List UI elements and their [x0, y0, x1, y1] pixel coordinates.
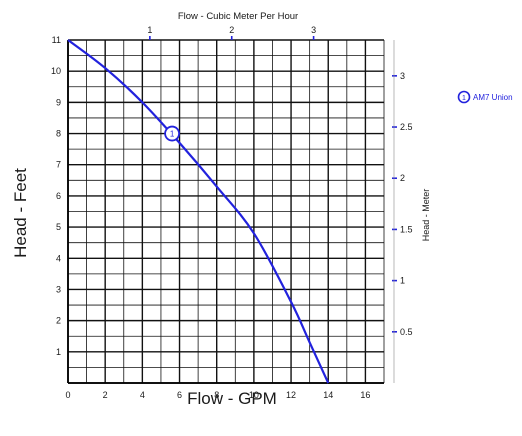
y-tick-label: 5 [56, 222, 61, 232]
legend-marker-1 [457, 90, 471, 104]
x-tick-label: 4 [140, 390, 145, 400]
x-tick-label: 2 [103, 390, 108, 400]
y-tick-label: 7 [56, 160, 61, 170]
legend-series-name: AM7 Union [473, 93, 513, 102]
y-tick-label: 1 [56, 347, 61, 357]
right-tick-label: 1.5 [400, 224, 413, 234]
x-tick-label: 16 [360, 390, 370, 400]
grid-lines [67, 39, 385, 384]
right-tick-label: 2 [400, 173, 405, 183]
x-tick-label: 12 [286, 390, 296, 400]
series-layer: 1 [67, 39, 330, 384]
right-tick-label: 0.5 [400, 327, 413, 337]
x-tick-label: 10 [249, 390, 259, 400]
y-tick-label: 2 [56, 316, 61, 326]
legend: 1 AM7 Union [457, 90, 513, 104]
x-tick-label: 8 [214, 390, 219, 400]
curve-marker-label: 1 [170, 130, 175, 139]
x-axis-label: Flow - GPM [187, 389, 277, 408]
x-tick-label: 14 [323, 390, 333, 400]
top-tick-label: 1 [147, 25, 152, 35]
x-tick-label: 0 [65, 390, 70, 400]
y-tick-label: 6 [56, 191, 61, 201]
top-tick-label: 3 [311, 25, 316, 35]
curve-marker [164, 125, 180, 142]
y-tick-label: 3 [56, 284, 61, 294]
y-tick-label: 8 [56, 129, 61, 139]
y-tick-label: 9 [56, 97, 61, 107]
top-axis-title: Flow - Cubic Meter Per Hour [178, 11, 298, 22]
y-tick-label: 10 [51, 66, 61, 76]
right-axis-label: Head - Meter [421, 189, 431, 242]
y-tick-label: 11 [52, 35, 61, 45]
right-tick-label: 1 [400, 276, 405, 286]
x-tick-label: 6 [177, 390, 182, 400]
y-tick-label: 4 [56, 253, 61, 263]
legend-marker-number: 1 [462, 95, 466, 102]
top-tick-label: 2 [229, 25, 234, 35]
right-tick-label: 2.5 [400, 122, 413, 132]
right-tick-label: 3 [400, 71, 405, 81]
pump-curve-line [67, 39, 330, 384]
y-axis-label: Head - Feet [11, 168, 30, 258]
